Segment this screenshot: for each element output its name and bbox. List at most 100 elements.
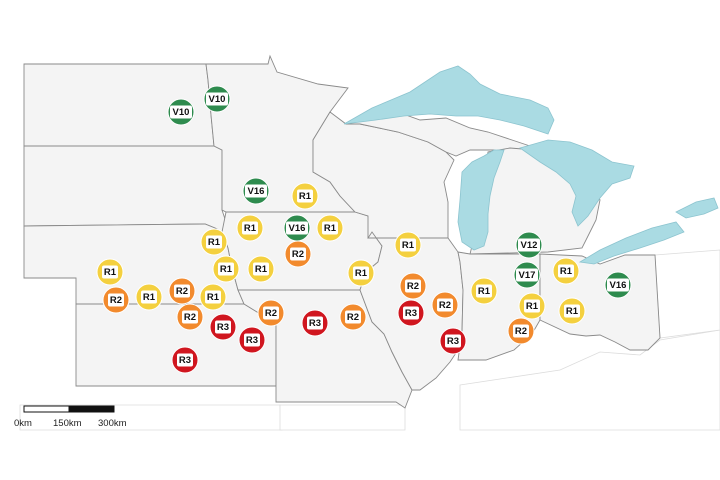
site-marker-r2: R2 xyxy=(339,303,367,331)
site-marker-label-box xyxy=(297,189,313,203)
site-marker-label: R1 xyxy=(478,286,491,297)
site-marker-label: R1 xyxy=(104,267,117,278)
site-marker-r2: R2 xyxy=(102,286,130,314)
site-marker-label: R2 xyxy=(265,308,277,319)
site-marker-label: R2 xyxy=(176,286,188,297)
site-marker-v16: V16 xyxy=(242,177,270,205)
scale-label-300: 300km xyxy=(98,418,127,429)
site-marker-label-box xyxy=(206,92,228,106)
site-marker-label: R3 xyxy=(447,336,459,347)
site-marker-label-box xyxy=(345,310,361,324)
surrounding-region-outlines xyxy=(19,249,720,431)
state-boundaries xyxy=(23,54,661,409)
site-marker-label-box xyxy=(141,290,157,304)
site-marker-r1: R1 xyxy=(200,228,228,256)
site-marker-label: R2 xyxy=(347,312,359,323)
site-marker-label-box xyxy=(286,221,308,235)
site-marker-label: R1 xyxy=(324,223,337,234)
site-marker-r2: R2 xyxy=(284,240,312,268)
site-marker-r3: R3 xyxy=(171,346,199,374)
scale-label-0: 0km xyxy=(14,418,32,429)
site-marker-label: R1 xyxy=(207,292,220,303)
site-marker-label-box xyxy=(263,306,279,320)
site-marker-r1: R1 xyxy=(347,259,375,287)
site-marker-label-box xyxy=(516,268,538,282)
site-marker-r2: R2 xyxy=(176,303,204,331)
site-marker-label-box xyxy=(253,262,269,276)
site-marker-r1: R1 xyxy=(291,182,319,210)
site-marker-v17: V17 xyxy=(513,261,541,289)
state-south-dakota xyxy=(23,145,227,233)
site-marker-label-box xyxy=(353,266,369,280)
site-marker-label-box xyxy=(403,306,419,320)
site-marker-label: R2 xyxy=(439,300,451,311)
site-marker-label-box xyxy=(102,265,118,279)
site-marker-r2: R2 xyxy=(431,291,459,319)
site-marker-label: R1 xyxy=(566,306,579,317)
site-marker-label: R2 xyxy=(407,281,419,292)
site-marker-label-box xyxy=(564,304,580,318)
site-marker-label: V10 xyxy=(209,94,226,105)
site-marker-label: R1 xyxy=(244,223,257,234)
site-marker-v12: V12 xyxy=(515,231,543,259)
site-marker-r1: R1 xyxy=(552,257,580,285)
site-marker-r3: R3 xyxy=(397,299,425,327)
lake-ontario xyxy=(675,197,719,219)
site-marker-r1: R1 xyxy=(316,214,344,242)
site-marker-label-box xyxy=(524,299,540,313)
site-marker-label: V17 xyxy=(519,270,536,281)
scale-bar-segment-white xyxy=(23,405,70,413)
site-marker-label-box xyxy=(206,235,222,249)
site-marker-label: R1 xyxy=(299,191,312,202)
site-marker-r2: R2 xyxy=(168,277,196,305)
site-marker-label-box xyxy=(445,334,461,348)
site-marker-label: R1 xyxy=(208,237,221,248)
scale-bar: 0km 150km 300km xyxy=(14,405,127,429)
site-marker-label-box xyxy=(437,298,453,312)
site-marker-v10: V10 xyxy=(167,98,195,126)
lake-michigan xyxy=(457,149,505,251)
site-marker-label: R1 xyxy=(526,301,539,312)
lake-huron xyxy=(519,139,635,227)
site-marker-label: V16 xyxy=(610,280,627,291)
site-marker-label: R1 xyxy=(255,264,268,275)
site-marker-r3: R3 xyxy=(209,313,237,341)
site-marker-r3: R3 xyxy=(301,309,329,337)
site-marker-r2: R2 xyxy=(399,272,427,300)
site-marker-label: V16 xyxy=(248,186,265,197)
site-marker-r1: R1 xyxy=(558,297,586,325)
site-marker-r1: R1 xyxy=(247,255,275,283)
site-marker-r1: R1 xyxy=(96,258,124,286)
lake-erie xyxy=(578,221,685,265)
site-marker-r1: R1 xyxy=(135,283,163,311)
site-marker-v16: V16 xyxy=(283,214,311,242)
site-marker-label-box xyxy=(174,284,190,298)
site-marker-label-box xyxy=(244,333,260,347)
scale-label-150: 150km xyxy=(53,418,82,429)
site-marker-label-box xyxy=(607,278,629,292)
site-marker-label-box xyxy=(205,290,221,304)
site-marker-r1: R1 xyxy=(470,277,498,305)
site-marker-label-box xyxy=(307,316,323,330)
marker-layer: V10 V10 V16 R1 R1 V16 R1 R2 R1 R1 R1 R1 R2 R1 R2 R1 R1 R2… xyxy=(96,85,632,374)
site-marker-label: R1 xyxy=(220,264,233,275)
site-marker-label: R1 xyxy=(355,268,368,279)
site-marker-label: R3 xyxy=(405,308,417,319)
site-marker-label-box xyxy=(290,247,306,261)
site-marker-r1: R1 xyxy=(199,283,227,311)
site-marker-r2: R2 xyxy=(507,317,535,345)
site-marker-r1: R1 xyxy=(394,231,422,259)
site-marker-label: R3 xyxy=(246,335,258,346)
site-marker-label-box xyxy=(558,264,574,278)
site-marker-r3: R3 xyxy=(439,327,467,355)
site-marker-v16: V16 xyxy=(604,271,632,299)
site-marker-label-box xyxy=(400,238,416,252)
site-marker-label-box xyxy=(322,221,338,235)
site-marker-label-box xyxy=(177,353,193,367)
site-marker-label-box xyxy=(476,284,492,298)
site-marker-label: R1 xyxy=(560,266,573,277)
site-marker-label: V16 xyxy=(289,223,306,234)
site-marker-label: R1 xyxy=(402,240,415,251)
site-marker-r3: R3 xyxy=(238,326,266,354)
